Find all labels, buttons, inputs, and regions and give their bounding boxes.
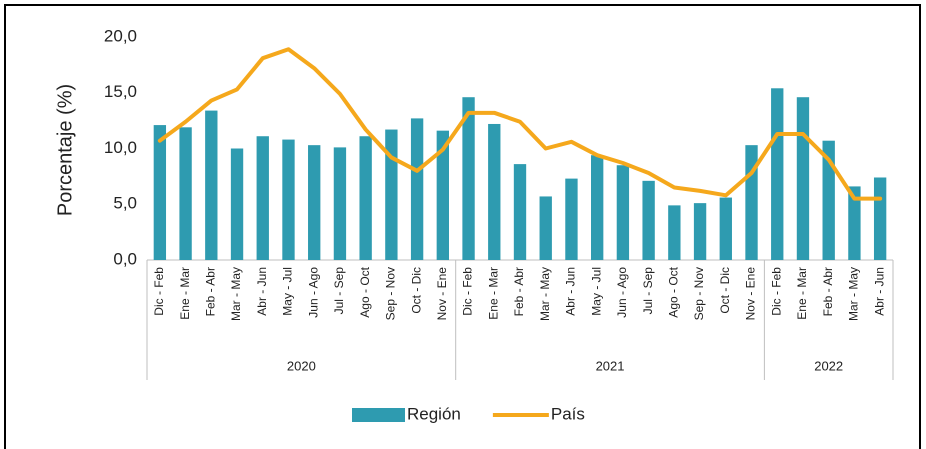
bar bbox=[796, 97, 810, 261]
y-tick-label: 10,0 bbox=[104, 138, 137, 157]
legend-swatch bbox=[352, 408, 405, 422]
bar bbox=[282, 139, 295, 260]
bar bbox=[771, 88, 784, 260]
bar bbox=[848, 186, 861, 260]
x-tick-label: Oct - Dic bbox=[718, 267, 732, 314]
bar bbox=[745, 145, 758, 260]
bar bbox=[385, 129, 398, 260]
bar bbox=[462, 97, 475, 261]
x-tick-label: Ene - Mar bbox=[795, 267, 809, 320]
y-tick-label: 5,0 bbox=[113, 194, 137, 213]
line bbox=[157, 47, 883, 201]
bar bbox=[822, 140, 835, 260]
bar bbox=[488, 123, 501, 260]
x-tick-label: Ago - Oct bbox=[667, 266, 681, 317]
x-tick-label: Ene - Mar bbox=[486, 267, 500, 320]
x-tick-label: Dic - Feb bbox=[461, 267, 475, 316]
bar bbox=[359, 136, 372, 260]
x-tick-label: Dic - Feb bbox=[152, 267, 166, 316]
x-tick-label: Sep - Nov bbox=[692, 267, 706, 320]
bar bbox=[719, 197, 732, 260]
x-tick-label: Ago - Oct bbox=[358, 266, 372, 317]
bar bbox=[153, 125, 167, 261]
x-tick-label: Oct - Dic bbox=[409, 267, 423, 314]
bar bbox=[565, 178, 578, 260]
bar bbox=[693, 203, 707, 260]
bar bbox=[616, 165, 630, 260]
x-tick-label: Feb - Abr bbox=[203, 267, 217, 316]
bar bbox=[436, 130, 450, 260]
group-label: 2022 bbox=[814, 358, 843, 373]
bar bbox=[513, 164, 527, 260]
x-tick-label: Nov - Ene bbox=[744, 267, 758, 321]
bar bbox=[873, 177, 887, 260]
y-tick-label: 15,0 bbox=[104, 82, 137, 101]
x-tick-label: May - Jul bbox=[281, 267, 295, 316]
bar bbox=[308, 145, 321, 260]
x-tick-label: Feb - Abr bbox=[821, 267, 835, 316]
bar bbox=[256, 136, 269, 260]
y-tick-label: 20,0 bbox=[104, 26, 137, 45]
bar bbox=[590, 155, 604, 260]
x-tick-label: Ene - Mar bbox=[178, 267, 192, 320]
x-tick-label: Feb - Abr bbox=[512, 267, 526, 316]
group-label: 2020 bbox=[287, 358, 316, 373]
x-tick-label: Abr - Jun bbox=[872, 267, 886, 316]
x-tick-label: Abr - Jun bbox=[255, 267, 269, 316]
y-axis-label: Porcentaje (%) bbox=[54, 84, 76, 216]
x-tick-label: Mar - May bbox=[538, 267, 552, 321]
bar bbox=[179, 127, 192, 260]
x-tick-label: Abr - Jun bbox=[564, 267, 578, 316]
bar bbox=[539, 196, 552, 260]
x-tick-label: Jun - Ago bbox=[615, 267, 629, 318]
legend-label: País bbox=[551, 404, 585, 423]
x-tick-label: Jun - Ago bbox=[306, 267, 320, 318]
x-tick-label: Mar - May bbox=[229, 267, 243, 321]
x-tick-label: May - Jul bbox=[589, 267, 603, 316]
bar bbox=[333, 147, 347, 260]
x-tick-label: Sep - Nov bbox=[384, 267, 398, 320]
x-tick-label: Jul - Sep bbox=[641, 267, 655, 315]
bar bbox=[668, 205, 681, 260]
legend-label: Región bbox=[407, 404, 461, 423]
group-label: 2021 bbox=[596, 358, 625, 373]
x-tick-label: Dic - Feb bbox=[769, 267, 783, 316]
x-tick-label: Mar - May bbox=[847, 267, 861, 321]
y-tick-label: 0,0 bbox=[113, 249, 137, 268]
x-tick-label: Nov - Ene bbox=[435, 267, 449, 321]
bar bbox=[642, 180, 655, 260]
bar bbox=[230, 148, 244, 260]
bar bbox=[205, 110, 218, 260]
bar bbox=[410, 118, 424, 261]
x-tick-label: Jul - Sep bbox=[332, 267, 346, 315]
